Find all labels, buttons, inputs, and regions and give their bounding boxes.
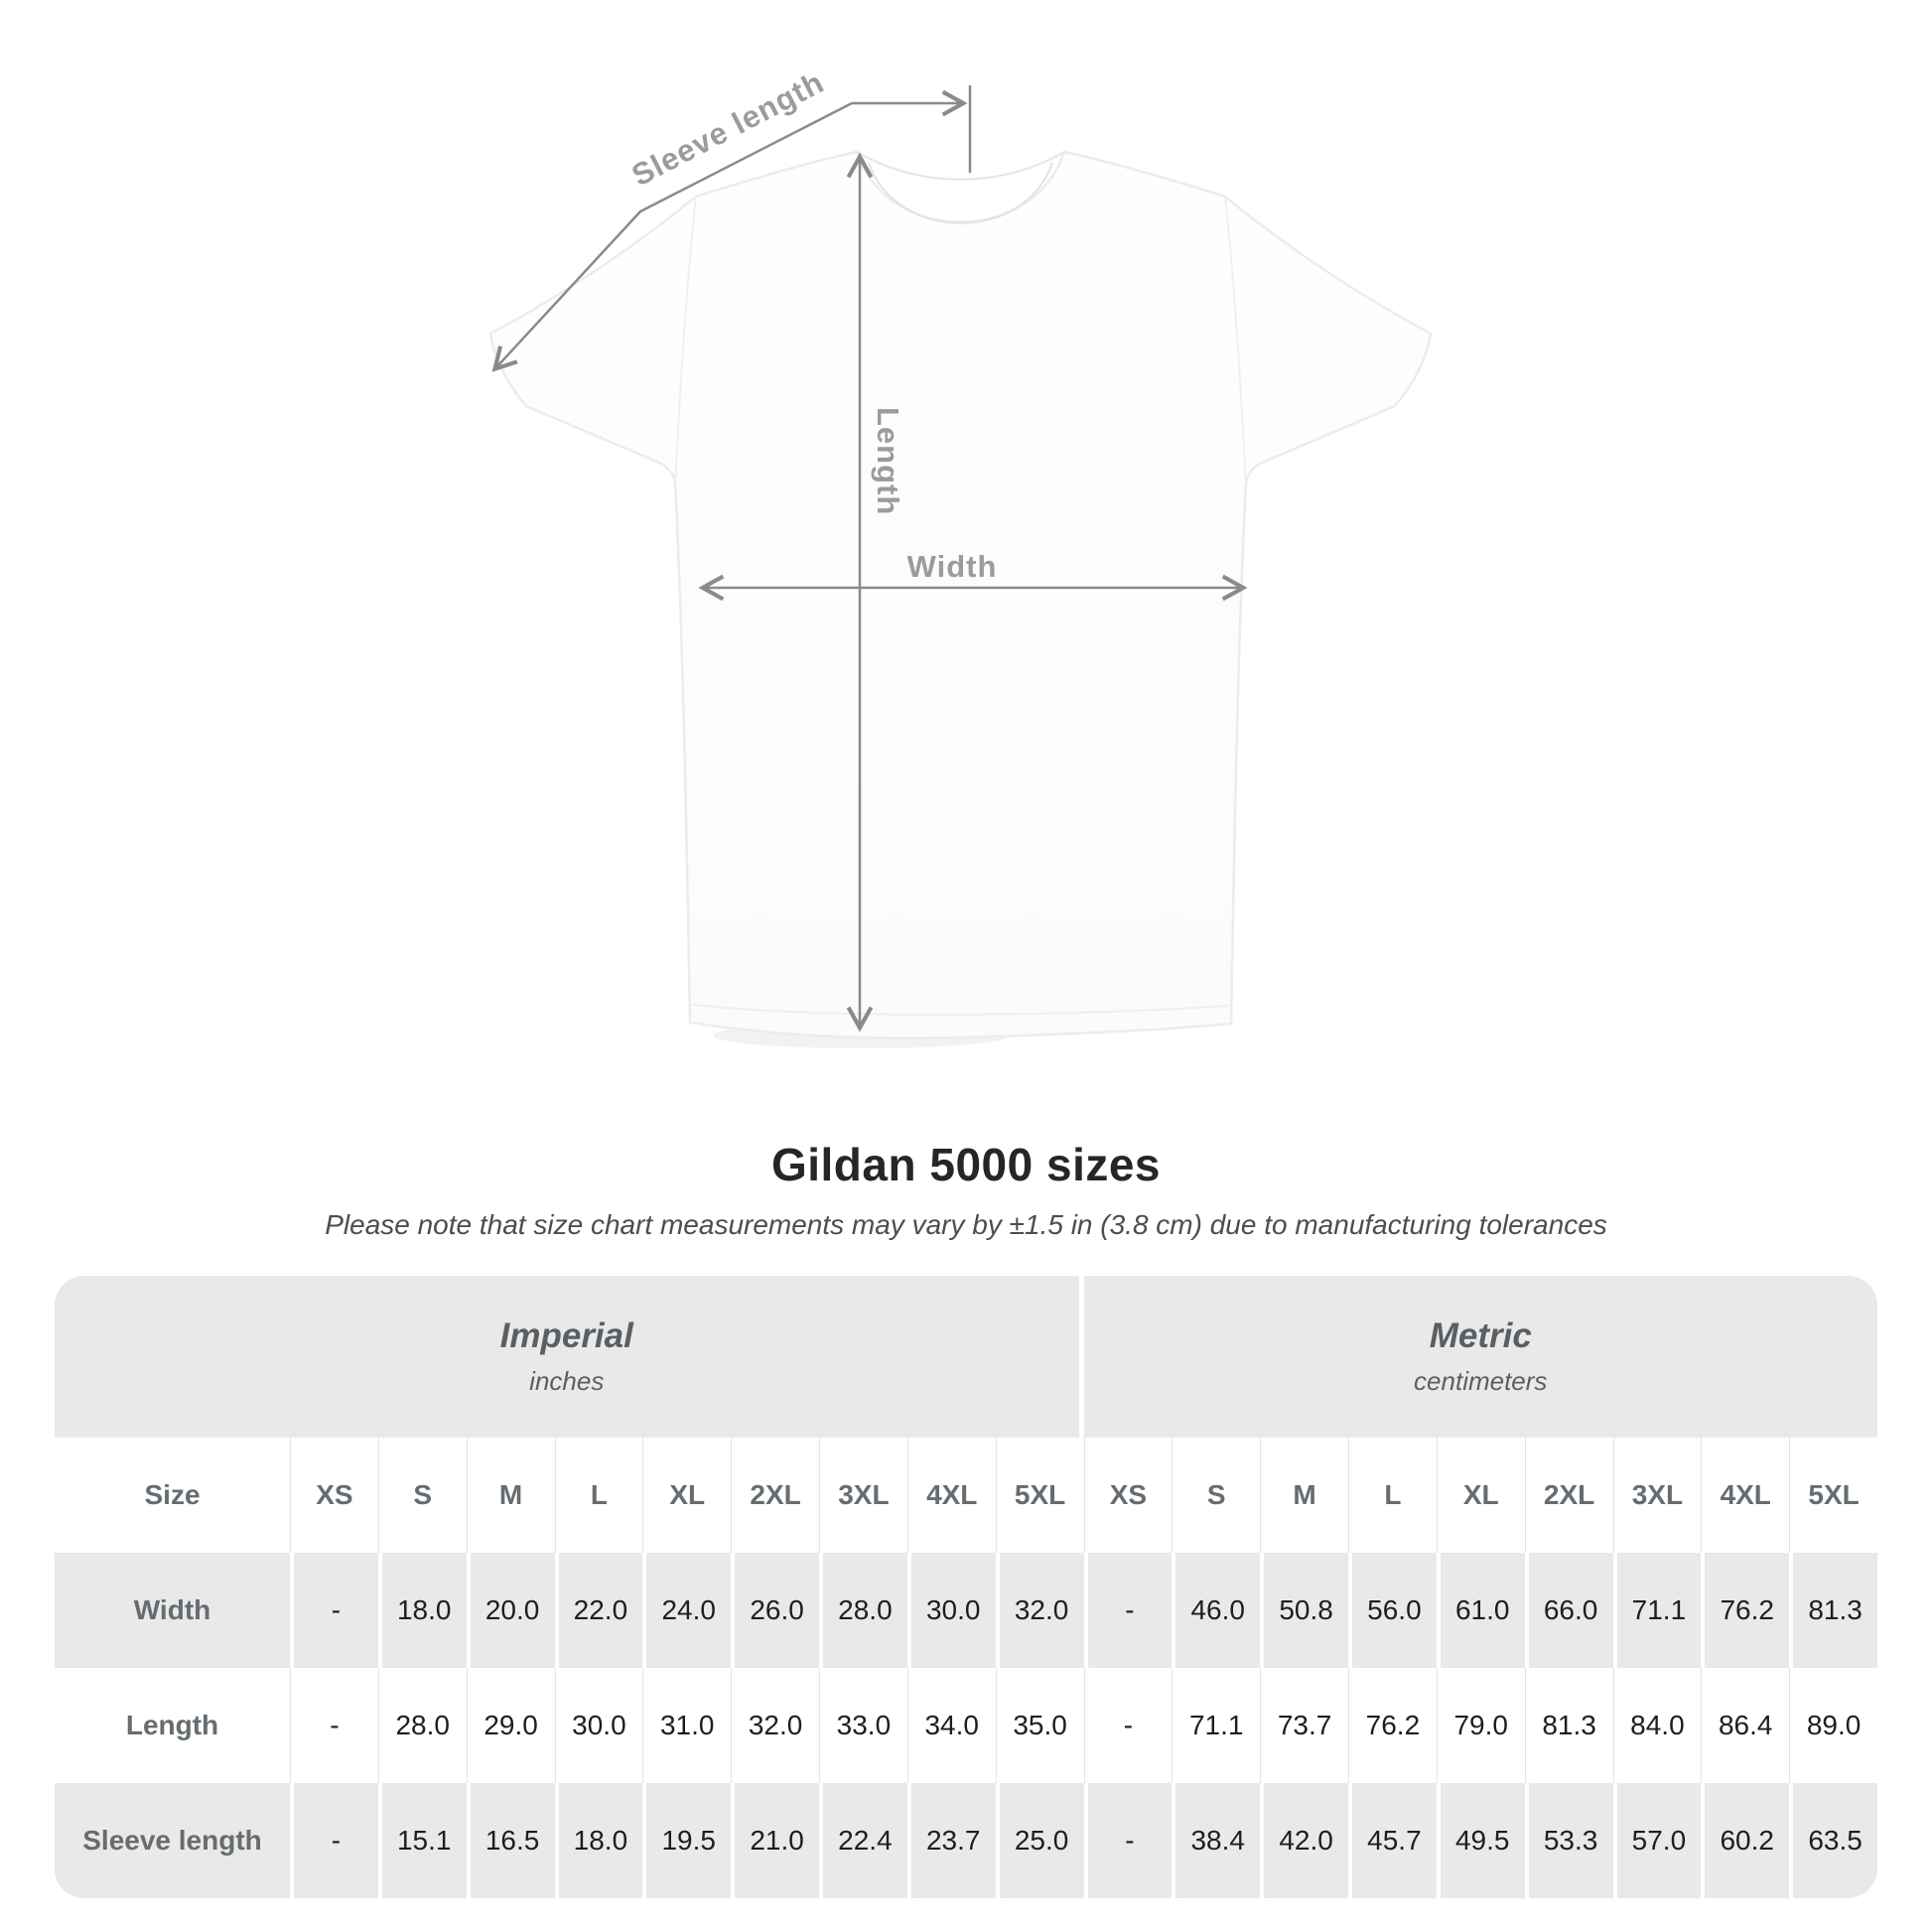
cell: 18.0: [377, 1553, 467, 1668]
cell: 57.0: [1612, 1783, 1702, 1898]
cell: 29.0: [466, 1668, 555, 1783]
imperial-group-header: Imperial inches: [55, 1276, 1084, 1438]
size-chart-grid: Imperial inches Metric centimeters Size …: [55, 1276, 1877, 1898]
row-label-sleeve-length: Sleeve length: [55, 1783, 290, 1898]
cell: 73.7: [1260, 1668, 1348, 1783]
cell: 46.0: [1172, 1553, 1261, 1668]
cell: 24.0: [642, 1553, 732, 1668]
row-label-width: Width: [55, 1553, 290, 1668]
cell: 16.5: [466, 1783, 555, 1898]
size-header: S: [377, 1438, 467, 1553]
imperial-unit: inches: [529, 1366, 605, 1396]
size-header: 5XL: [995, 1438, 1084, 1553]
cell: 71.1: [1612, 1553, 1702, 1668]
cell: 66.0: [1524, 1553, 1613, 1668]
cell: 19.5: [642, 1783, 732, 1898]
size-header: S: [1172, 1438, 1261, 1553]
imperial-label: Imperial: [499, 1316, 633, 1355]
size-header: L: [554, 1438, 643, 1553]
cell: 76.2: [1348, 1668, 1437, 1783]
cell: 22.0: [554, 1553, 643, 1668]
cell: 89.0: [1789, 1668, 1877, 1783]
sleeve-length-arrow: [491, 89, 968, 372]
size-chart-table: Imperial inches Metric centimeters Size …: [55, 1276, 1877, 1898]
size-corner-header: Size: [55, 1438, 290, 1553]
cell: 45.7: [1348, 1783, 1437, 1898]
cell: 21.0: [731, 1783, 819, 1898]
cell: 76.2: [1701, 1553, 1790, 1668]
cell: 35.0: [995, 1668, 1084, 1783]
hem-stitch-seam: [691, 1004, 1230, 1016]
size-header: 5XL: [1789, 1438, 1877, 1553]
cell: 22.4: [819, 1783, 907, 1898]
size-header: 4XL: [906, 1438, 996, 1553]
cell: 18.0: [554, 1783, 643, 1898]
cell: -: [1083, 1668, 1173, 1783]
cell: -: [1083, 1783, 1173, 1898]
size-header: XS: [290, 1438, 378, 1553]
cell: 42.0: [1260, 1783, 1348, 1898]
cell: 60.2: [1701, 1783, 1790, 1898]
cell: -: [1083, 1553, 1173, 1668]
right-sleeve-seam: [1224, 196, 1247, 483]
cell: 34.0: [906, 1668, 996, 1783]
size-header: XS: [1083, 1438, 1173, 1553]
size-header: XL: [1436, 1438, 1525, 1553]
cell: 71.1: [1172, 1668, 1261, 1783]
tolerance-note: Please note that size chart measurements…: [325, 1209, 1607, 1240]
size-header: L: [1348, 1438, 1437, 1553]
page-title: Gildan 5000 sizes: [770, 1139, 1162, 1190]
cell: 30.0: [554, 1668, 643, 1783]
cell: 81.3: [1524, 1668, 1613, 1783]
cell: 23.7: [906, 1783, 996, 1898]
cell: 38.4: [1172, 1783, 1261, 1898]
cell: 28.0: [377, 1668, 467, 1783]
cell: 25.0: [995, 1783, 1084, 1898]
title-section: Gildan 5000 sizes Please note that size …: [0, 1138, 1932, 1241]
size-header: 3XL: [819, 1438, 907, 1553]
cell: 84.0: [1612, 1668, 1702, 1783]
tshirt-graphic: Sleeve length Length Width: [488, 65, 1433, 1048]
cell: 81.3: [1789, 1553, 1877, 1668]
cell: 50.8: [1260, 1553, 1348, 1668]
collar-back-seam: [856, 151, 1065, 181]
width-label: Width: [907, 549, 998, 584]
metric-group-header: Metric centimeters: [1083, 1276, 1877, 1438]
cell: 30.0: [906, 1553, 996, 1668]
size-header: XL: [642, 1438, 732, 1553]
size-header: 3XL: [1612, 1438, 1702, 1553]
cell: 31.0: [642, 1668, 732, 1783]
cell: 63.5: [1789, 1783, 1877, 1898]
cell: 33.0: [819, 1668, 907, 1783]
cell: 32.0: [731, 1668, 819, 1783]
length-label: Length: [871, 407, 905, 515]
cell: -: [290, 1783, 378, 1898]
cell: -: [290, 1553, 378, 1668]
cell: -: [290, 1668, 378, 1783]
cell: 61.0: [1436, 1553, 1525, 1668]
tshirt-measurement-diagram: Sleeve length Length Width: [488, 65, 1433, 1048]
size-header: M: [1260, 1438, 1348, 1553]
cell: 86.4: [1701, 1668, 1790, 1783]
size-header: 4XL: [1701, 1438, 1790, 1553]
cell: 32.0: [995, 1553, 1084, 1668]
tshirt-body: [488, 150, 1433, 1039]
metric-label: Metric: [1429, 1316, 1532, 1355]
cell: 53.3: [1524, 1783, 1613, 1898]
cell: 56.0: [1348, 1553, 1437, 1668]
cell: 28.0: [819, 1553, 907, 1668]
cell: 49.5: [1436, 1783, 1525, 1898]
cell: 20.0: [466, 1553, 555, 1668]
size-header: 2XL: [1524, 1438, 1613, 1553]
cell: 79.0: [1436, 1668, 1525, 1783]
cell: 15.1: [377, 1783, 467, 1898]
size-header: M: [466, 1438, 555, 1553]
cell: 26.0: [731, 1553, 819, 1668]
size-header: 2XL: [731, 1438, 819, 1553]
row-label-length: Length: [55, 1668, 290, 1783]
metric-unit: centimeters: [1414, 1366, 1548, 1396]
